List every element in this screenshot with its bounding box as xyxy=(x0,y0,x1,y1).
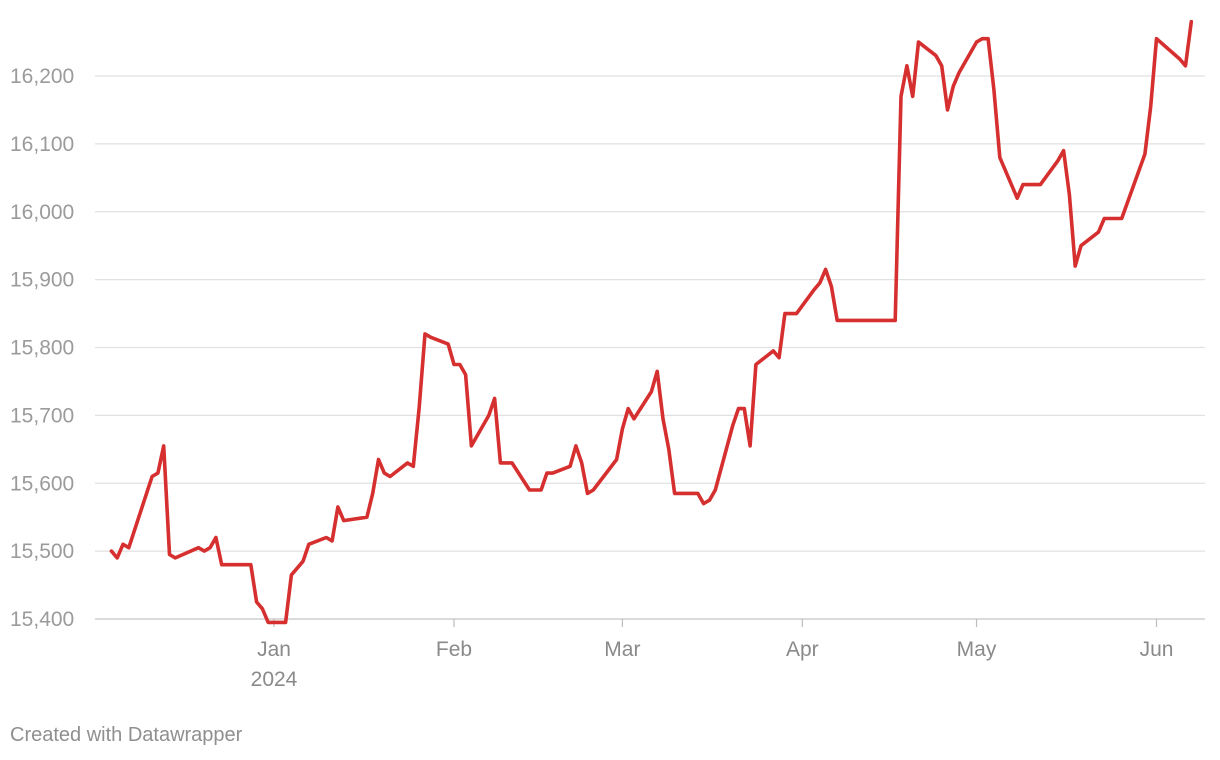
x-tick-sublabel: 2024 xyxy=(251,668,298,691)
y-tick-label: 16,000 xyxy=(10,201,74,224)
y-tick-label: 16,100 xyxy=(10,133,74,156)
credit-text: Created with Datawrapper xyxy=(10,724,243,746)
gridlines xyxy=(95,75,1205,620)
y-tick-label: 15,600 xyxy=(10,472,74,495)
x-tick-label: Mar xyxy=(604,638,640,661)
x-tick-label: Jan xyxy=(257,638,291,661)
series-layer xyxy=(109,19,1194,625)
x-tick-label: May xyxy=(957,638,997,661)
y-tick-label: 15,800 xyxy=(10,337,74,360)
x-tick-label: Apr xyxy=(786,638,819,661)
line-chart: 15,400 15,500 15,600 15,700 15,800 15,900 16,0… xyxy=(10,19,1205,691)
x-tick-label: Jun xyxy=(1140,638,1174,661)
y-axis: 15,400 15,500 15,600 15,700 15,800 15,900 16,0… xyxy=(10,65,74,631)
x-tick-label: Feb xyxy=(436,638,472,661)
y-tick-label: 15,700 xyxy=(10,404,74,427)
series-line xyxy=(109,19,1194,625)
y-tick-label: 15,500 xyxy=(10,540,74,563)
y-tick-label: 15,400 xyxy=(10,608,74,631)
y-tick-label: 15,900 xyxy=(10,269,74,292)
x-axis: Jan 2024 Feb Mar Apr May Jun xyxy=(251,619,1174,691)
y-tick-label: 16,200 xyxy=(10,65,74,88)
